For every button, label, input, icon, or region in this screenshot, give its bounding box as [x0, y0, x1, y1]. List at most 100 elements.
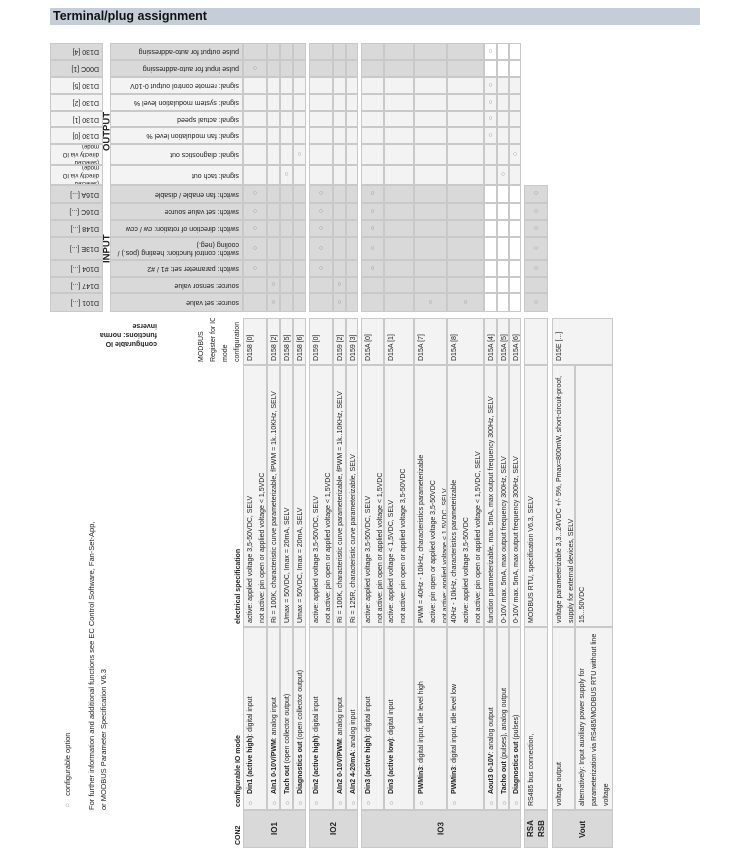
register-label: D147 [...]: [70, 282, 99, 289]
register-header: MODBUS Register for IO mode configuration: [195, 318, 243, 365]
spec-line: 0-10V max. 5mA, max output frequency 300…: [501, 456, 508, 623]
matrix-cell: [447, 185, 484, 203]
matrix-cell: [414, 111, 447, 127]
io-mode-name: Diagnostics out: [297, 741, 304, 795]
matrix-cell: [361, 293, 384, 312]
con2-group-2: IO3: [361, 810, 521, 848]
function-row-7: signal: tach out: [110, 165, 243, 185]
matrix-cell: [280, 237, 293, 260]
matrix-cell: [509, 293, 521, 312]
matrix-cell: [267, 111, 280, 127]
option-circle-icon: ○: [297, 150, 302, 158]
matrix-cell: [309, 77, 333, 94]
option-circle-icon: ○: [488, 81, 493, 89]
register-cell: D15A [5]: [497, 318, 509, 365]
matrix-cell: [384, 220, 414, 237]
io-mode-cell: ○ AIn2 4-20mA: analog input: [346, 627, 358, 810]
io-mode-name: Din1 (active high): [247, 735, 254, 795]
matrix-cell: [333, 60, 346, 77]
matrix-cell: [293, 293, 306, 312]
spec-cell: Umax = 50VDC, Imax = 20mA, SELV: [293, 365, 306, 627]
option-circle-icon: ○: [512, 150, 518, 158]
matrix-cell: [361, 203, 384, 220]
matrix-cell: [497, 77, 509, 94]
matrix-cell: [293, 127, 306, 144]
function-label: signal: diagnostics out: [170, 151, 239, 159]
matrix-cell: [280, 111, 293, 127]
spec-line: active: applied voltage 3,5-50VDC, SELV: [313, 495, 320, 623]
function-label: source: set value: [186, 299, 239, 307]
spec-cell: active: applied voltage < 1,5VDC, SELV no…: [384, 365, 414, 627]
matrix-cell: [243, 237, 267, 260]
matrix-cell: [346, 165, 358, 185]
matrix-cell: [333, 127, 346, 144]
matrix-cell: [414, 94, 447, 111]
matrix-cell: [524, 237, 548, 260]
matrix-cell: [309, 60, 333, 77]
matrix-cell: [333, 94, 346, 111]
matrix-cell: [524, 293, 548, 312]
matrix-cell: [293, 220, 306, 237]
io-mode-description: : digital input: [365, 696, 372, 736]
matrix-cell: [497, 185, 509, 203]
con2-group-0: IO1: [243, 810, 306, 848]
matrix-cell: [267, 43, 280, 60]
register-cell: D159 [3]: [346, 318, 358, 365]
matrix-cell: [447, 111, 484, 127]
info-line: For further information and additional f…: [87, 521, 96, 810]
option-circle-icon: ○: [247, 799, 254, 806]
option-circle-icon: ○: [533, 224, 539, 232]
matrix-cell: [346, 144, 358, 165]
spec-cell: 15...50VDC: [575, 365, 613, 627]
matrix-cell: [267, 237, 280, 260]
option-circle-icon: ○: [337, 281, 342, 288]
io-mode-description: (open collector output): [297, 669, 304, 742]
option-circle-icon: ○: [418, 799, 425, 806]
io-mode-cell: ○ PWMin3: digital input, idle level low: [447, 627, 484, 810]
register-cell: D130 [2]: [50, 94, 103, 111]
option-circle-icon: ○: [337, 298, 342, 306]
matrix-cell: [267, 260, 280, 277]
register-cell: (selected directly via IO mode): [50, 165, 103, 185]
matrix-cell: [346, 277, 358, 293]
option-circle-icon: ○: [284, 799, 291, 806]
section-output-label: OUTPUT: [101, 111, 113, 151]
spec-line: Ri = 100K, characteristic curve paramete…: [337, 391, 344, 623]
io-mode-description: : digital input: [388, 699, 395, 739]
matrix-cell: [243, 111, 267, 127]
matrix-cell: [293, 144, 306, 165]
io-mode-name: Din3 (active high): [365, 735, 372, 795]
matrix-cell: [509, 237, 521, 260]
matrix-cell: [280, 60, 293, 77]
matrix-cell: [280, 277, 293, 293]
register-value: D158 [5]: [284, 334, 291, 361]
function-row-4: signal: actual speed: [110, 111, 243, 127]
option-circle-icon: ○: [370, 207, 375, 215]
function-label: switch: parameter set: #1 / #2: [147, 265, 239, 273]
register-cell: D15A [4]: [484, 318, 497, 365]
matrix-cell: [309, 165, 333, 185]
matrix-cell: [267, 94, 280, 111]
function-row-8: switch: fan enable / disable: [110, 185, 243, 203]
option-circle-icon: ○: [284, 171, 289, 178]
option-circle-icon: ○: [488, 47, 493, 55]
option-circle-icon: ○: [337, 799, 344, 806]
function-label: switch: control function: heating (pos.)…: [117, 241, 239, 257]
option-circle-icon: ○: [370, 244, 375, 252]
matrix-cell: [280, 77, 293, 94]
spec-line: not active: pin open or applied voltage …: [475, 451, 482, 623]
matrix-cell: [497, 277, 509, 293]
matrix-cell: [509, 144, 521, 165]
matrix-cell: [309, 185, 333, 203]
matrix-cell: [497, 43, 509, 60]
option-circle-icon: ○: [63, 801, 72, 810]
matrix-cell: [333, 165, 346, 185]
io-mode-description: : analog input: [337, 697, 344, 740]
spec-line: 15...50VDC: [579, 586, 586, 623]
matrix-cell: [309, 203, 333, 220]
matrix-cell: [309, 94, 333, 111]
register-label: D104 [...]: [70, 265, 99, 273]
option-circle-icon: ○: [533, 190, 539, 197]
matrix-cell: [333, 43, 346, 60]
io-mode-cell: ○ Din2 (active high): digital input: [309, 627, 333, 810]
